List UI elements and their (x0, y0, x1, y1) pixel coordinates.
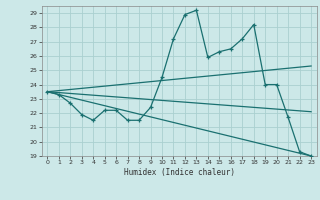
X-axis label: Humidex (Indice chaleur): Humidex (Indice chaleur) (124, 168, 235, 177)
